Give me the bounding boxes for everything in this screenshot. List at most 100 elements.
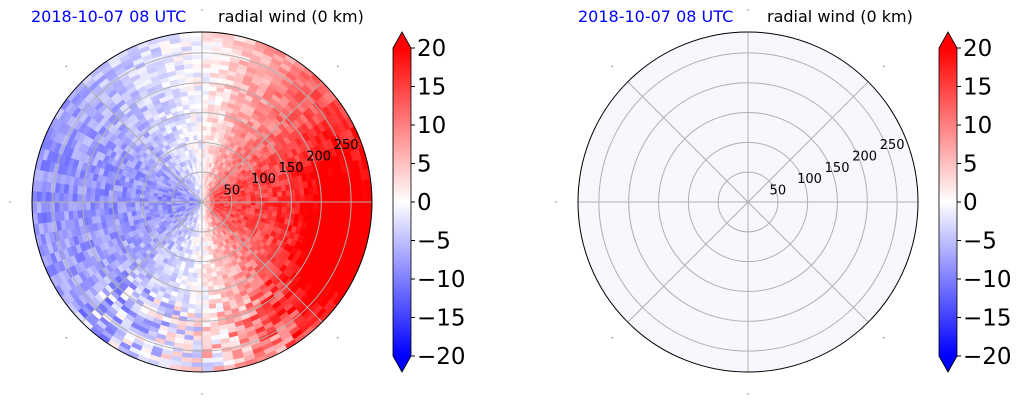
field-cell [191,45,203,51]
field-cell [201,317,211,324]
field-cell [273,201,279,208]
field-cell [299,194,306,203]
field-cell [201,45,213,51]
field-cell [76,201,82,211]
field-cell [317,201,324,211]
colorbar-tick-label: 15 [963,75,992,101]
field-cell [340,192,346,203]
field-cell [290,201,297,209]
field-cell [54,201,60,213]
field-cell [191,344,203,350]
field-cell [192,58,203,64]
field-cell [201,112,209,118]
field-cell [62,192,69,203]
field-cell [125,206,132,213]
colorbar-tick-label: −20 [417,344,466,370]
field-cell [192,340,203,346]
field-cell [196,282,203,288]
field-cell [201,134,207,140]
field-cell [107,195,114,203]
field-cell [272,191,279,198]
field-cell [36,201,42,214]
field-cell [139,201,145,207]
radial-tick-label: 150 [279,161,304,176]
field-cell [259,201,265,207]
colorbar-tick-label: 10 [963,113,992,139]
field-cell [201,143,207,149]
field-cell [198,147,203,154]
field-cell [273,196,279,203]
colorbar-extend-top [939,32,957,48]
colorbar-tick-label: −5 [417,229,451,255]
field-cell [196,277,203,283]
field-cell [268,196,274,203]
field-cell [147,201,154,206]
field-cell [143,205,150,210]
field-cell [201,58,212,64]
field-cell [201,107,209,114]
field-cell [116,190,123,198]
field-cell [40,201,47,213]
field-cell [286,201,292,209]
field-cell [201,98,210,105]
field-cell [201,67,212,73]
field-cell [89,194,96,203]
field-cell [190,36,203,42]
field-cell [255,201,261,207]
field-cell [71,193,78,203]
field-cell [193,326,203,333]
field-cell [196,125,203,131]
field-cell [194,299,203,306]
field-cell [201,348,213,355]
field-cell [194,89,203,96]
field-cell [201,76,211,82]
colorbar-extend-bottom [393,356,411,372]
field-cell [353,201,359,213]
radial-tick-label: 100 [797,172,822,187]
field-cell [250,194,256,200]
field-cell [197,259,203,265]
field-cell [201,49,213,56]
field-cell [193,317,203,324]
outer-tick-mark [337,65,339,67]
field-cell [290,195,297,203]
field-cell [286,195,292,203]
radial-tick-label: 200 [306,149,331,164]
field-cell [40,191,47,203]
outer-tick-mark [747,9,749,11]
right-polar-panel: 2018-10-07 08 UTC radial wind (0 km) 50 1… [546,0,1028,401]
field-cell [193,76,203,82]
radial-tick-label: 200 [852,149,877,164]
field-cell [201,255,207,261]
field-cell [304,201,310,210]
field-cell [308,201,315,210]
field-cell [194,85,203,91]
field-cell [282,196,288,203]
field-cell [201,340,212,346]
field-cell [112,195,118,203]
field-cell [205,263,212,270]
colorbar-extend-bottom [939,356,957,372]
field-cell [194,304,203,310]
field-cell [357,191,364,203]
field-cell [308,194,315,203]
field-cell [148,204,154,210]
colorbar-tick-label: 20 [963,36,992,62]
outer-tick-mark [201,9,203,11]
field-cell [335,201,342,212]
left-title-field: radial wind (0 km) [218,7,364,26]
field-cell [98,194,105,203]
colorbar-tick-label: −10 [417,267,466,293]
field-cell [201,103,209,109]
field-cell [205,259,211,265]
field-cell [313,194,319,203]
outer-tick-mark [747,393,749,395]
field-cell [192,335,203,342]
field-cell [143,201,149,207]
field-cell [58,192,64,203]
field-cell [264,201,270,207]
field-cell [130,192,136,198]
colorbar-extend-top [393,32,411,48]
field-cell [322,193,328,203]
field-cell [194,308,203,315]
